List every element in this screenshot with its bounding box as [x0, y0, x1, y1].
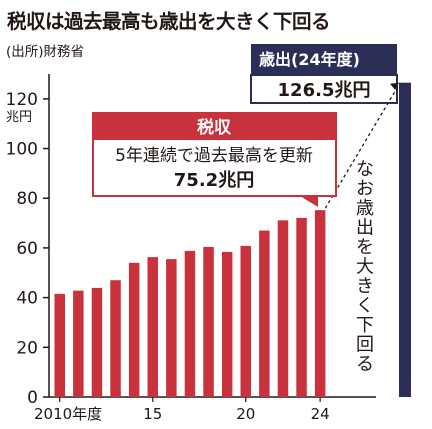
tax-revenue-bar: [184, 250, 196, 397]
tax-annotation-line1: 5年連続で過去最高を更新: [115, 146, 313, 166]
tax-annotation-title: 税収: [197, 117, 232, 138]
vertical-note-char: く: [356, 296, 374, 317]
tax-revenue-bar: [296, 217, 307, 397]
chart-title: 税収は過去最高も歳出を大きく下回る: [7, 10, 331, 33]
spending-label-text: 歳出(24年度): [259, 50, 360, 69]
y-tick-label: 80: [16, 189, 38, 209]
tax-revenue-bar: [54, 293, 65, 397]
vertical-note-char: お: [356, 179, 374, 200]
vertical-note-char: る: [356, 354, 374, 375]
tax-revenue-bar: [240, 245, 251, 397]
vertical-note-char: 大: [356, 257, 374, 278]
x-tick-label: 15: [143, 405, 162, 423]
tax-revenue-bar: [110, 280, 121, 397]
tax-revenue-bar: [203, 246, 214, 397]
tax-revenue-bar: [147, 257, 158, 397]
vertical-note-char: 出: [356, 218, 374, 239]
tax-revenue-bar: [73, 290, 84, 397]
spending-bar: [399, 82, 411, 397]
tax-revenue-bar: [314, 210, 326, 397]
source-note: (出所)財務省: [6, 44, 85, 60]
vertical-note-char: き: [356, 276, 374, 297]
tax-revenue-bar: [128, 262, 140, 397]
y-tick-label: 0: [27, 388, 38, 408]
vertical-note-char: 回: [356, 335, 374, 356]
tax-revenue-bar: [221, 251, 233, 397]
y-unit-label: 兆円: [6, 110, 32, 125]
y-tick-label: 20: [16, 338, 38, 358]
tax-revenue-bar: [277, 220, 289, 397]
y-tick-label: 100: [6, 140, 38, 160]
tax-revenue-bar: [259, 230, 270, 397]
spending-value-text: 126.5兆円: [278, 80, 371, 101]
vertical-note-char: 歳: [356, 198, 374, 219]
tax-annotation-header: [93, 113, 336, 140]
vertical-note-char: 下: [356, 315, 374, 336]
x-tick-label: 2010年度: [34, 405, 102, 423]
tax-revenue-bar: [166, 259, 177, 397]
comparison-arrowhead: [390, 82, 399, 90]
x-tick-label: 24: [311, 405, 330, 423]
tax-annotation-value: 75.2兆円: [174, 170, 254, 191]
tax-annotation-pointer: [300, 196, 318, 207]
y-tick-label: 120: [6, 90, 38, 110]
tax-revenue-bar: [91, 287, 103, 397]
x-tick-label: 20: [236, 405, 255, 423]
spending-label-header: [251, 44, 397, 75]
y-tick-label: 60: [16, 239, 38, 259]
vertical-note-char: な: [356, 159, 374, 180]
vertical-note-char: を: [356, 237, 374, 258]
y-tick-label: 40: [16, 289, 38, 309]
